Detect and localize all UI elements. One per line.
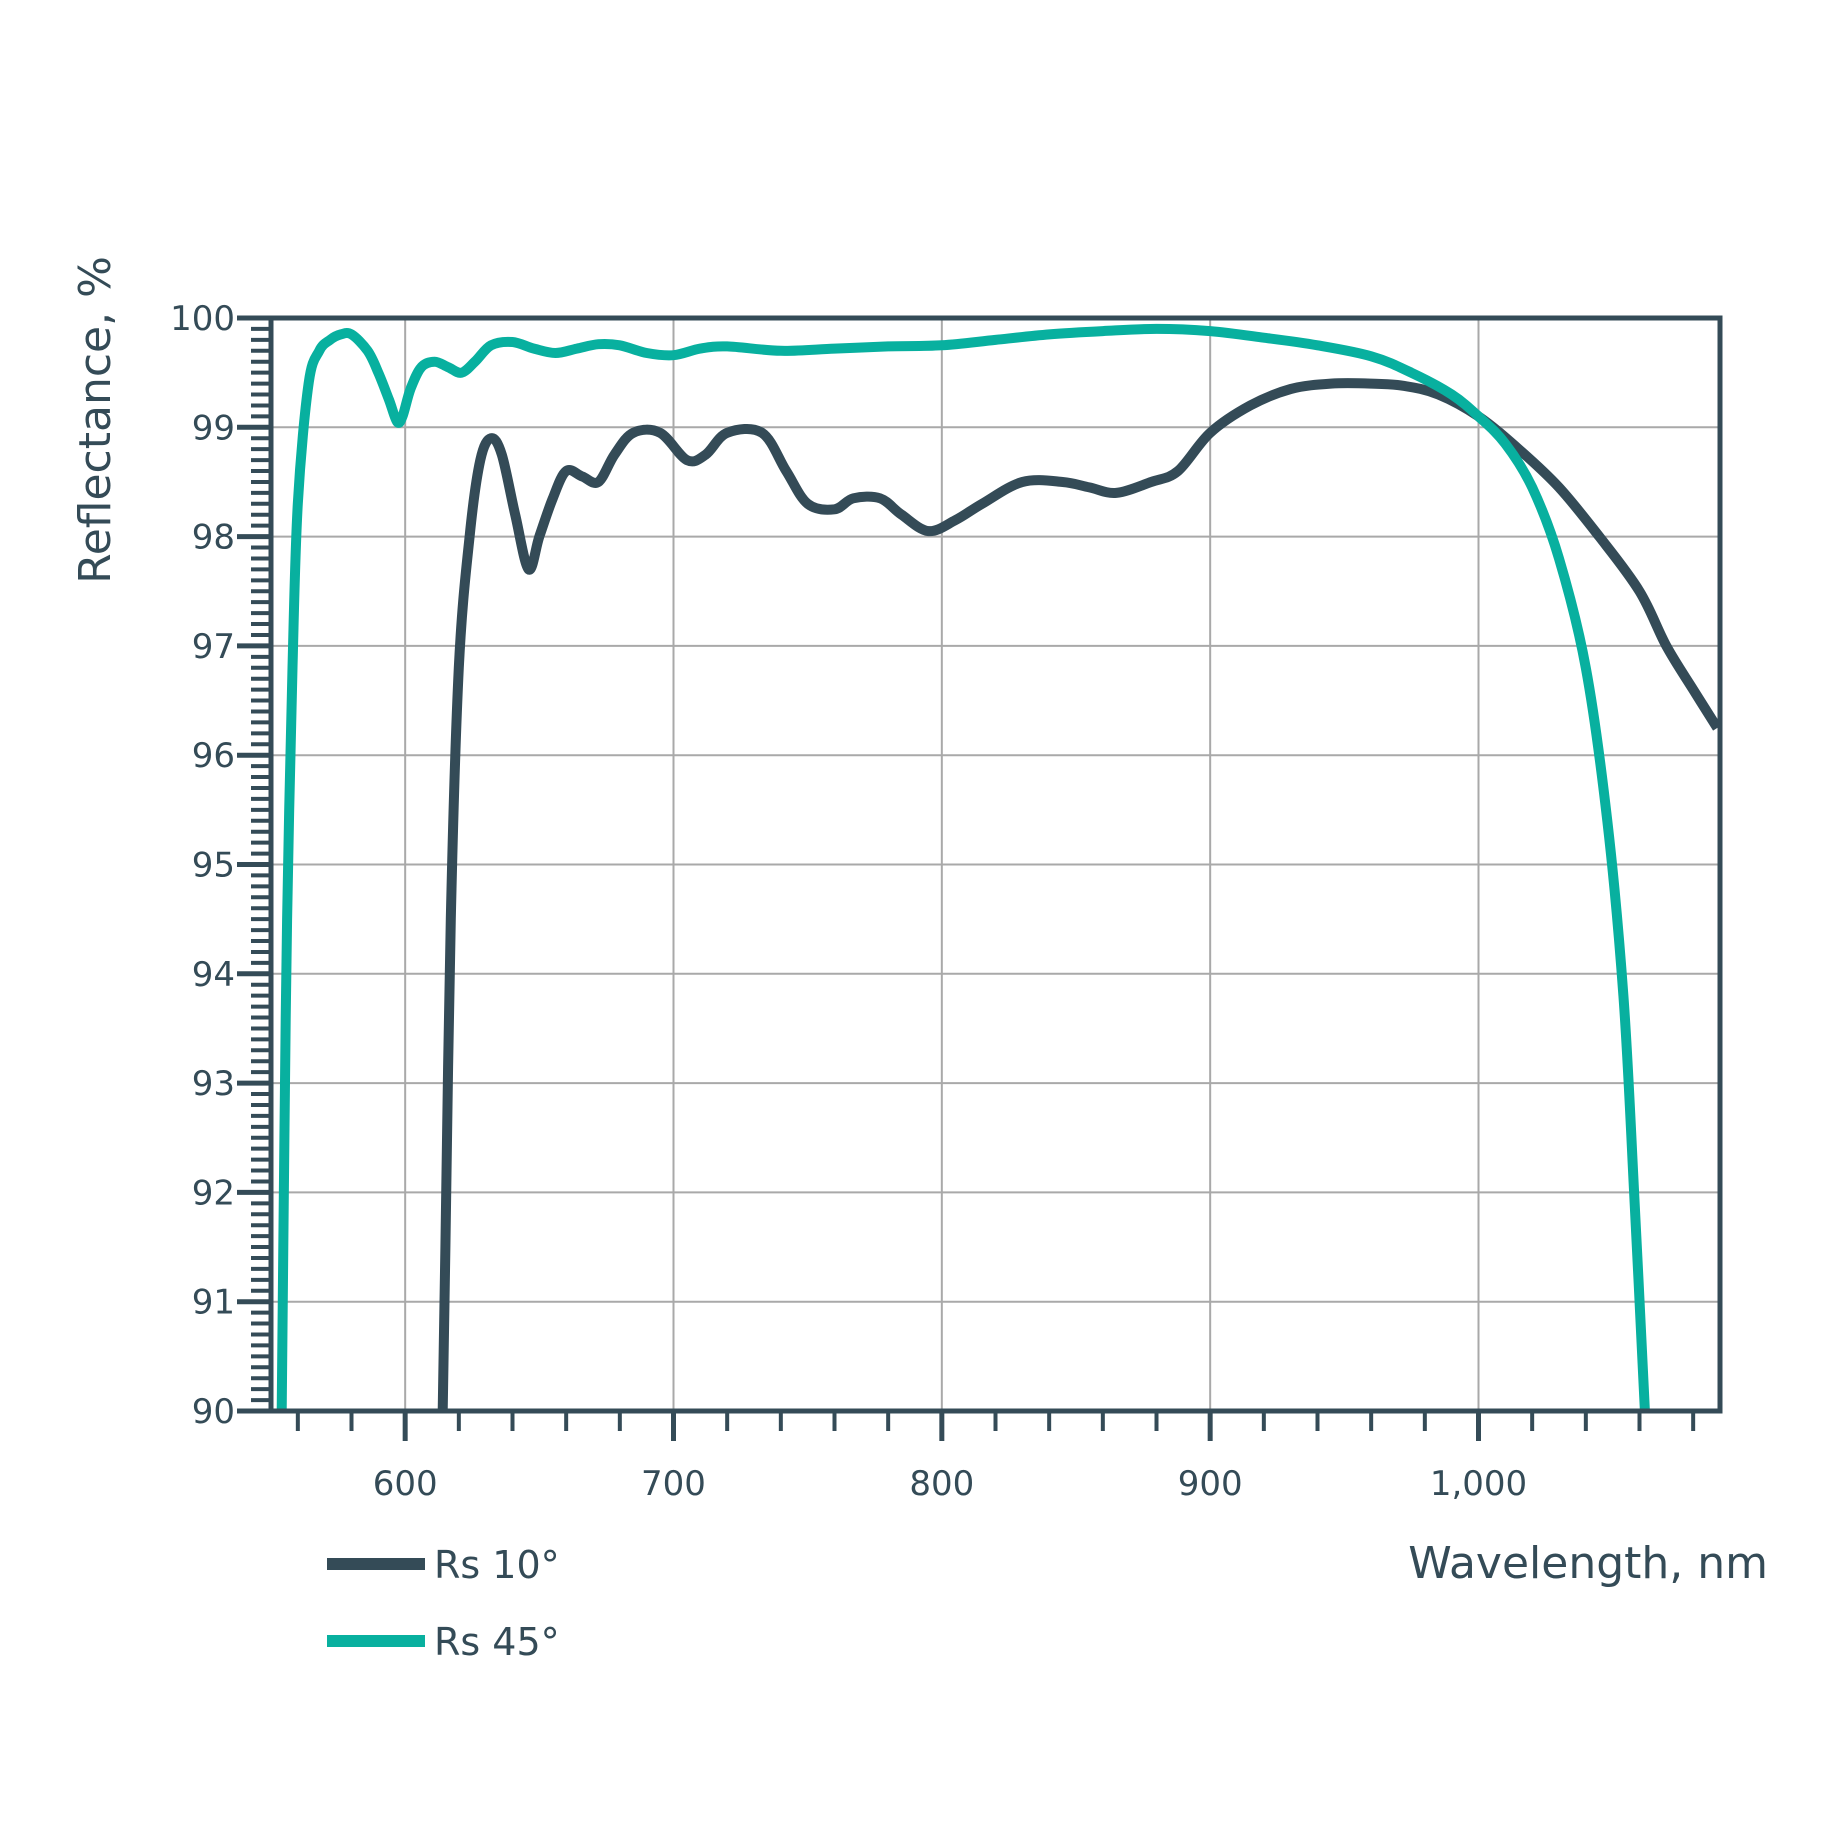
tick-labels: 90 91 92 93 94 95 96 97 98 99 100 600 700 800 900 1,000 [170,299,1527,1504]
series-line-rs10 [437,378,1722,1412]
y-tick-label: 97 [192,627,235,667]
y-tick-label: 91 [192,1283,235,1323]
legend: Rs 10° Rs 45° [327,1543,560,1664]
y-tick-label: 100 [170,299,235,339]
grid-lines [271,318,1720,1411]
y-tick-label: 94 [192,955,235,995]
y-tick-label: 92 [192,1173,235,1213]
series-line-rs45 [276,323,1650,1412]
legend-item-rs10: Rs 10° [327,1543,560,1587]
y-tick-label: 90 [192,1392,235,1432]
y-tick-label: 96 [192,736,235,776]
y-tick-label: 98 [192,518,235,558]
legend-label-rs10: Rs 10° [434,1543,560,1587]
y-axis-title: Reflectance, % [70,256,121,584]
y-tick-label: 95 [192,846,235,886]
x-tick-label: 600 [373,1464,438,1504]
x-axis-title: Wavelength, nm [1408,1538,1768,1589]
x-tick-label: 1,000 [1430,1464,1527,1504]
x-tick-label: 700 [641,1464,706,1504]
y-tick-label: 93 [192,1064,235,1104]
x-tick-label: 900 [1178,1464,1243,1504]
axis-ticks [237,315,1696,1441]
legend-label-rs45: Rs 45° [434,1620,560,1664]
y-tick-label: 99 [192,408,235,448]
x-tick-label: 800 [909,1464,974,1504]
legend-item-rs45: Rs 45° [327,1620,560,1664]
series-lines [276,323,1722,1412]
